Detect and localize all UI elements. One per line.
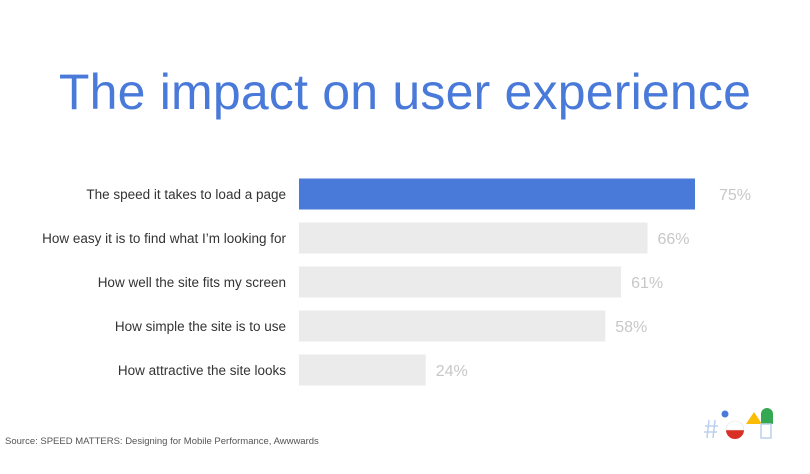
category-label-1: The speed it takes to load a page: [86, 187, 286, 202]
bar-3: [299, 266, 622, 298]
category-label-3: How well the site fits my screen: [98, 275, 286, 290]
category-label-4: How simple the site is to use: [115, 319, 286, 334]
bar-2: [299, 222, 648, 254]
bar-5: [299, 354, 426, 386]
bar-1: [299, 178, 695, 210]
bar-4: [299, 310, 606, 342]
slide-title: The impact on user experience: [58, 64, 752, 120]
category-label-5: How attractive the site looks: [118, 363, 286, 378]
source-citation: Source: SPEED MATTERS: Designing for Mob…: [5, 436, 319, 447]
value-label-3: 61%: [631, 275, 663, 292]
category-label-2: How easy it is to find what I’m looking …: [42, 231, 286, 246]
value-label-1: 75%: [719, 187, 751, 204]
io-logo-icon: [704, 408, 773, 439]
value-label-4: 58%: [615, 319, 647, 336]
value-label-2: 66%: [657, 231, 689, 248]
value-label-5: 24%: [436, 363, 468, 380]
